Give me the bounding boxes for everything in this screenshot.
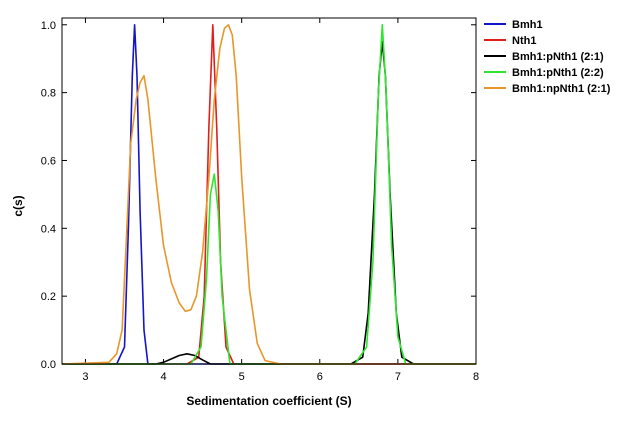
- y-tick-label: 0.4: [41, 223, 56, 235]
- legend-item-label: Bmh1:pNth1 (2:2): [512, 67, 604, 79]
- x-tick-label: 5: [239, 371, 245, 383]
- x-tick-label: 7: [395, 371, 401, 383]
- y-tick-label: 1.0: [41, 20, 56, 32]
- plot-frame: [61, 17, 477, 365]
- x-axis-ticks: 3 4 5 6 7 8: [82, 18, 479, 383]
- legend-item-label: Bmh1:pNth1 (2:1): [512, 51, 604, 63]
- y-axis-ticks: 0.0 0.2 0.4 0.6 0.8 1.0: [41, 20, 476, 371]
- series-line-4: [62, 23, 476, 365]
- y-tick-label: 0.8: [41, 88, 56, 100]
- series-line-3: [62, 40, 476, 365]
- x-tick-label: 8: [473, 371, 479, 383]
- x-tick-label: 6: [317, 371, 323, 383]
- y-axis-label: c(s): [11, 195, 25, 216]
- legend-item-label: Bmh1:npNth1 (2:1): [512, 83, 611, 95]
- y-tick-label: 0.6: [41, 155, 56, 167]
- legend-item-label: Nth1: [512, 35, 536, 47]
- legend: Bmh1 Nth1 Bmh1:pNth1 (2:1) Bmh1:pNth1 (2:2)…: [484, 19, 611, 95]
- legend-item-label: Bmh1: [512, 19, 543, 31]
- series-line-1: [62, 23, 476, 365]
- y-tick-label: 0.2: [41, 291, 56, 303]
- series-line-5: [61, 23, 476, 365]
- series-lines: [61, 23, 476, 365]
- y-tick-label: 0.0: [41, 359, 56, 371]
- x-axis-label: Sedimentation coefficient (S): [186, 394, 351, 408]
- series-line-2: [62, 23, 476, 365]
- x-tick-label: 3: [82, 371, 88, 383]
- x-tick-label: 4: [160, 371, 166, 383]
